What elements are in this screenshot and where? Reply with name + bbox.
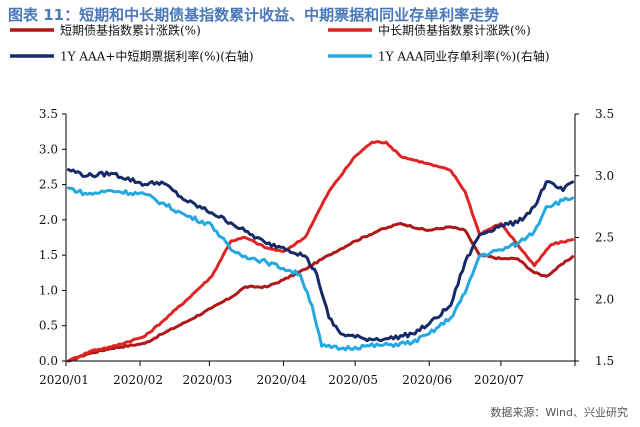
axes: 0.0 0.5 1.0 1.5 2.0 2.5 3.0 3.5 1.5 2.0 2.5 3.0 3.5 2…	[39, 107, 614, 387]
legend-label-4: 1Y AAA同业存单利率(%)(右轴)	[378, 49, 550, 64]
right-tick-label: 2.5	[595, 231, 614, 245]
left-tick-label: 3.5	[39, 107, 58, 121]
left-tick-label: 0.0	[39, 354, 58, 368]
right-tick-label: 3.5	[595, 107, 614, 121]
x-tick-label: 2020/02	[113, 373, 163, 387]
series-line-4	[66, 186, 575, 352]
x-tick-label: 2020/05	[328, 373, 378, 387]
left-tick-label: 0.5	[39, 319, 58, 333]
legend: 短期债基指数累计涨跌(%) 中长期债基指数累计涨跌(%) 1Y AAA+中短期票据利…	[10, 23, 550, 64]
x-tick-label: 2020/07	[474, 373, 524, 387]
right-tick-label: 3.0	[595, 169, 614, 183]
left-tick-label: 1.0	[39, 283, 58, 297]
legend-label-1: 短期债基指数累计涨跌(%)	[60, 23, 201, 38]
series-line-3	[66, 168, 575, 343]
legend-label-2: 中长期债基指数累计涨跌(%)	[378, 23, 531, 38]
x-tick-label: 2020/01	[39, 373, 89, 387]
left-tick-label: 1.5	[39, 248, 58, 262]
x-tick-label: 2020/03	[182, 373, 232, 387]
left-tick-label: 2.5	[39, 178, 58, 192]
series-line-1	[66, 221, 575, 363]
data-source-note: 数据来源：Wind、兴业研究	[490, 406, 628, 419]
chart-title: 图表 11：短期和中长期债基指数累计收益、中期票据和同业存单利率走势	[8, 6, 500, 24]
series-line-2	[66, 140, 575, 363]
right-tick-label: 1.5	[595, 354, 614, 368]
x-tick-label: 2020/04	[257, 373, 307, 387]
x-tick-label: 2020/06	[402, 373, 452, 387]
left-tick-label: 2.0	[39, 213, 58, 227]
right-tick-label: 2.0	[595, 292, 614, 306]
series-layer	[66, 140, 575, 363]
legend-label-3: 1Y AAA+中短期票据利率(%)(右轴)	[60, 49, 254, 64]
left-tick-label: 3.0	[39, 142, 58, 156]
